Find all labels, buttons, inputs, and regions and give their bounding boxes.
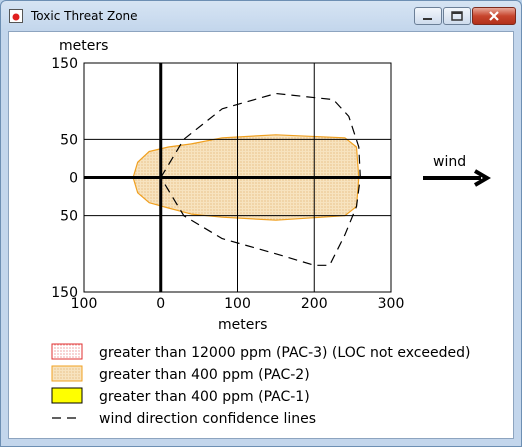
y-tick-label: 50 (60, 209, 78, 225)
threat-zone-chart: meters 100 0 100 200 300 150 50 0 50 150 meters w… (51, 38, 491, 427)
x-axis-label: meters (218, 317, 267, 333)
x-tick-label: 100 (224, 296, 251, 312)
x-tick-label: 0 (156, 296, 165, 312)
close-button[interactable] (472, 7, 516, 25)
legend-swatch-pac2 (51, 365, 83, 382)
legend-label-pac3: greater than 12000 ppm (PAC-3) (LOC not … (99, 345, 471, 361)
legend-swatch-pac3 (51, 343, 83, 360)
app-icon (9, 9, 23, 23)
legend-label-pac2: greater than 400 ppm (PAC-2) (99, 367, 310, 383)
window-title: Toxic Threat Zone (31, 9, 138, 23)
legend-label-pac1: greater than 400 ppm (PAC-1) (99, 389, 310, 405)
y-tick-label: 150 (51, 56, 78, 72)
minimize-button[interactable] (414, 7, 442, 25)
y-tick-label: 150 (51, 285, 78, 301)
y-tick-label: 50 (60, 132, 78, 148)
x-tick-label: 100 (71, 296, 98, 312)
y-axis-label: meters (59, 38, 108, 54)
zones-layer (132, 92, 361, 266)
title-bar[interactable]: Toxic Threat Zone (1, 1, 521, 31)
x-tick-label: 300 (378, 296, 405, 312)
grid-layer (83, 62, 392, 293)
y-tick-label: 0 (69, 171, 78, 187)
close-icon (489, 11, 499, 21)
x-tick-label: 200 (301, 296, 328, 312)
maximize-button[interactable] (443, 7, 471, 25)
confidence-lines (160, 92, 361, 266)
legend-label-confidence: wind direction confidence lines (99, 411, 316, 427)
minimize-icon (423, 18, 432, 20)
client-area: meters 100 0 100 200 300 150 50 0 50 150 meters w… (8, 31, 514, 439)
legend: greater than 12000 ppm (PAC-3) (LOC not … (51, 343, 471, 427)
tick-labels: 100 0 100 200 300 150 50 0 50 150 (51, 56, 404, 312)
wind-arrow-icon (423, 169, 491, 187)
maximize-icon (451, 11, 463, 21)
legend-swatch-pac1 (51, 387, 83, 404)
wind-label: wind (433, 154, 466, 170)
